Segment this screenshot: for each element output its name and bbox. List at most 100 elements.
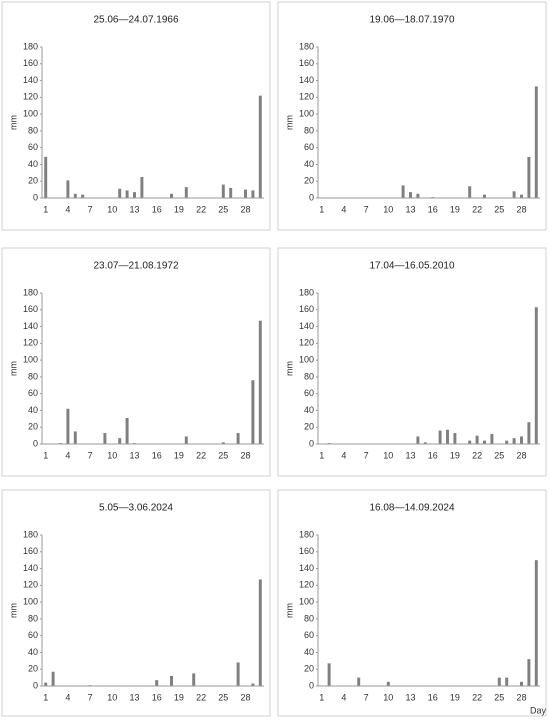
bar xyxy=(497,677,501,686)
bar xyxy=(170,193,173,198)
y-tick-label: 40 xyxy=(304,647,314,657)
bar xyxy=(386,681,390,686)
x-tick-label: 22 xyxy=(196,450,206,460)
x-tick-label: 7 xyxy=(364,204,369,214)
bar xyxy=(184,436,188,444)
y-tick-label: 100 xyxy=(23,596,38,606)
y-tick-label: 20 xyxy=(304,422,314,432)
x-tick-label: 13 xyxy=(129,692,139,702)
y-tick-label: 20 xyxy=(28,422,38,432)
y-tick-label: 80 xyxy=(28,613,38,623)
bar xyxy=(118,188,122,198)
x-tick-label: 22 xyxy=(472,450,482,460)
x-tick-label: 1 xyxy=(319,692,324,702)
y-tick-label: 80 xyxy=(28,371,38,381)
y-tick-label: 160 xyxy=(299,58,314,68)
y-tick-label: 140 xyxy=(23,75,38,85)
x-tick-label: 25 xyxy=(494,450,504,460)
x-tick-label: 25 xyxy=(218,450,228,460)
bar xyxy=(534,560,538,686)
y-tick-label: 140 xyxy=(299,563,314,573)
x-tick-label: 22 xyxy=(472,204,482,214)
y-tick-label: 60 xyxy=(304,388,314,398)
chart-title: 17.04—16.05.2010 xyxy=(369,261,455,272)
bar xyxy=(125,417,129,444)
x-tick-label: 4 xyxy=(65,450,70,460)
x-tick-label: 4 xyxy=(65,204,70,214)
y-tick-label: 0 xyxy=(33,192,38,202)
x-tick-label: 22 xyxy=(196,692,206,702)
x-tick-label: 10 xyxy=(383,692,393,702)
y-tick-label: 160 xyxy=(299,304,314,314)
bar xyxy=(357,677,361,686)
y-tick-label: 60 xyxy=(28,630,38,640)
bar xyxy=(534,307,538,444)
x-tick-label: 10 xyxy=(107,204,117,214)
chart-title: 16.08—14.09.2024 xyxy=(369,503,455,514)
bar xyxy=(520,681,523,686)
y-tick-label: 180 xyxy=(299,41,314,51)
bar xyxy=(236,433,240,444)
bar xyxy=(73,431,77,444)
panel xyxy=(277,1,547,231)
y-tick-label: 0 xyxy=(309,192,314,202)
y-tick-label: 0 xyxy=(33,438,38,448)
bar xyxy=(251,190,255,198)
x-tick-label: 28 xyxy=(516,692,526,702)
bar xyxy=(520,194,523,198)
x-tick-label: 1 xyxy=(43,450,48,460)
x-tick-label: 10 xyxy=(383,204,393,214)
bar xyxy=(446,429,449,444)
x-tick-label: 13 xyxy=(405,204,415,214)
x-tick-label: 7 xyxy=(364,692,369,702)
y-tick-label: 140 xyxy=(299,75,314,85)
x-tick-label: 7 xyxy=(88,450,93,460)
bar xyxy=(221,442,225,444)
bar xyxy=(103,433,107,444)
x-tick-label: 19 xyxy=(174,204,184,214)
panel xyxy=(1,247,271,477)
y-axis-label: mm xyxy=(8,115,18,130)
bar xyxy=(416,193,420,198)
chart-title: 23.07—21.08.1972 xyxy=(93,261,179,272)
y-tick-label: 80 xyxy=(304,613,314,623)
bar xyxy=(81,194,85,198)
y-tick-label: 20 xyxy=(28,176,38,186)
x-tick-label: 25 xyxy=(494,692,504,702)
bar xyxy=(251,683,255,686)
x-tick-label: 28 xyxy=(516,450,526,460)
bar xyxy=(118,438,122,444)
bar xyxy=(527,659,531,686)
x-tick-label: 10 xyxy=(383,450,393,460)
bar xyxy=(229,187,233,198)
x-tick-label: 19 xyxy=(450,204,460,214)
y-axis-label: mm xyxy=(8,603,18,618)
y-tick-label: 160 xyxy=(299,546,314,556)
x-tick-label: 28 xyxy=(240,692,250,702)
x-tick-label: 10 xyxy=(107,692,117,702)
x-tick-label: 1 xyxy=(319,450,324,460)
bar xyxy=(140,177,144,198)
bar xyxy=(221,184,225,198)
y-tick-label: 120 xyxy=(23,92,38,102)
y-tick-label: 40 xyxy=(304,159,314,169)
y-axis-label: mm xyxy=(8,361,18,376)
y-tick-label: 60 xyxy=(304,630,314,640)
bar xyxy=(512,191,516,198)
x-tick-label: 7 xyxy=(364,450,369,460)
bar xyxy=(505,677,509,686)
y-tick-label: 100 xyxy=(299,596,314,606)
y-tick-label: 0 xyxy=(309,438,314,448)
x-tick-label: 28 xyxy=(240,204,250,214)
bar xyxy=(73,193,77,198)
bar xyxy=(401,185,405,198)
y-tick-label: 40 xyxy=(28,405,38,415)
y-tick-label: 180 xyxy=(23,41,38,51)
panel xyxy=(1,1,271,231)
bar xyxy=(44,156,48,198)
y-tick-label: 100 xyxy=(23,354,38,364)
y-tick-label: 20 xyxy=(304,664,314,674)
x-tick-label: 4 xyxy=(341,204,346,214)
y-tick-label: 180 xyxy=(23,529,38,539)
x-tick-label: 4 xyxy=(341,450,346,460)
